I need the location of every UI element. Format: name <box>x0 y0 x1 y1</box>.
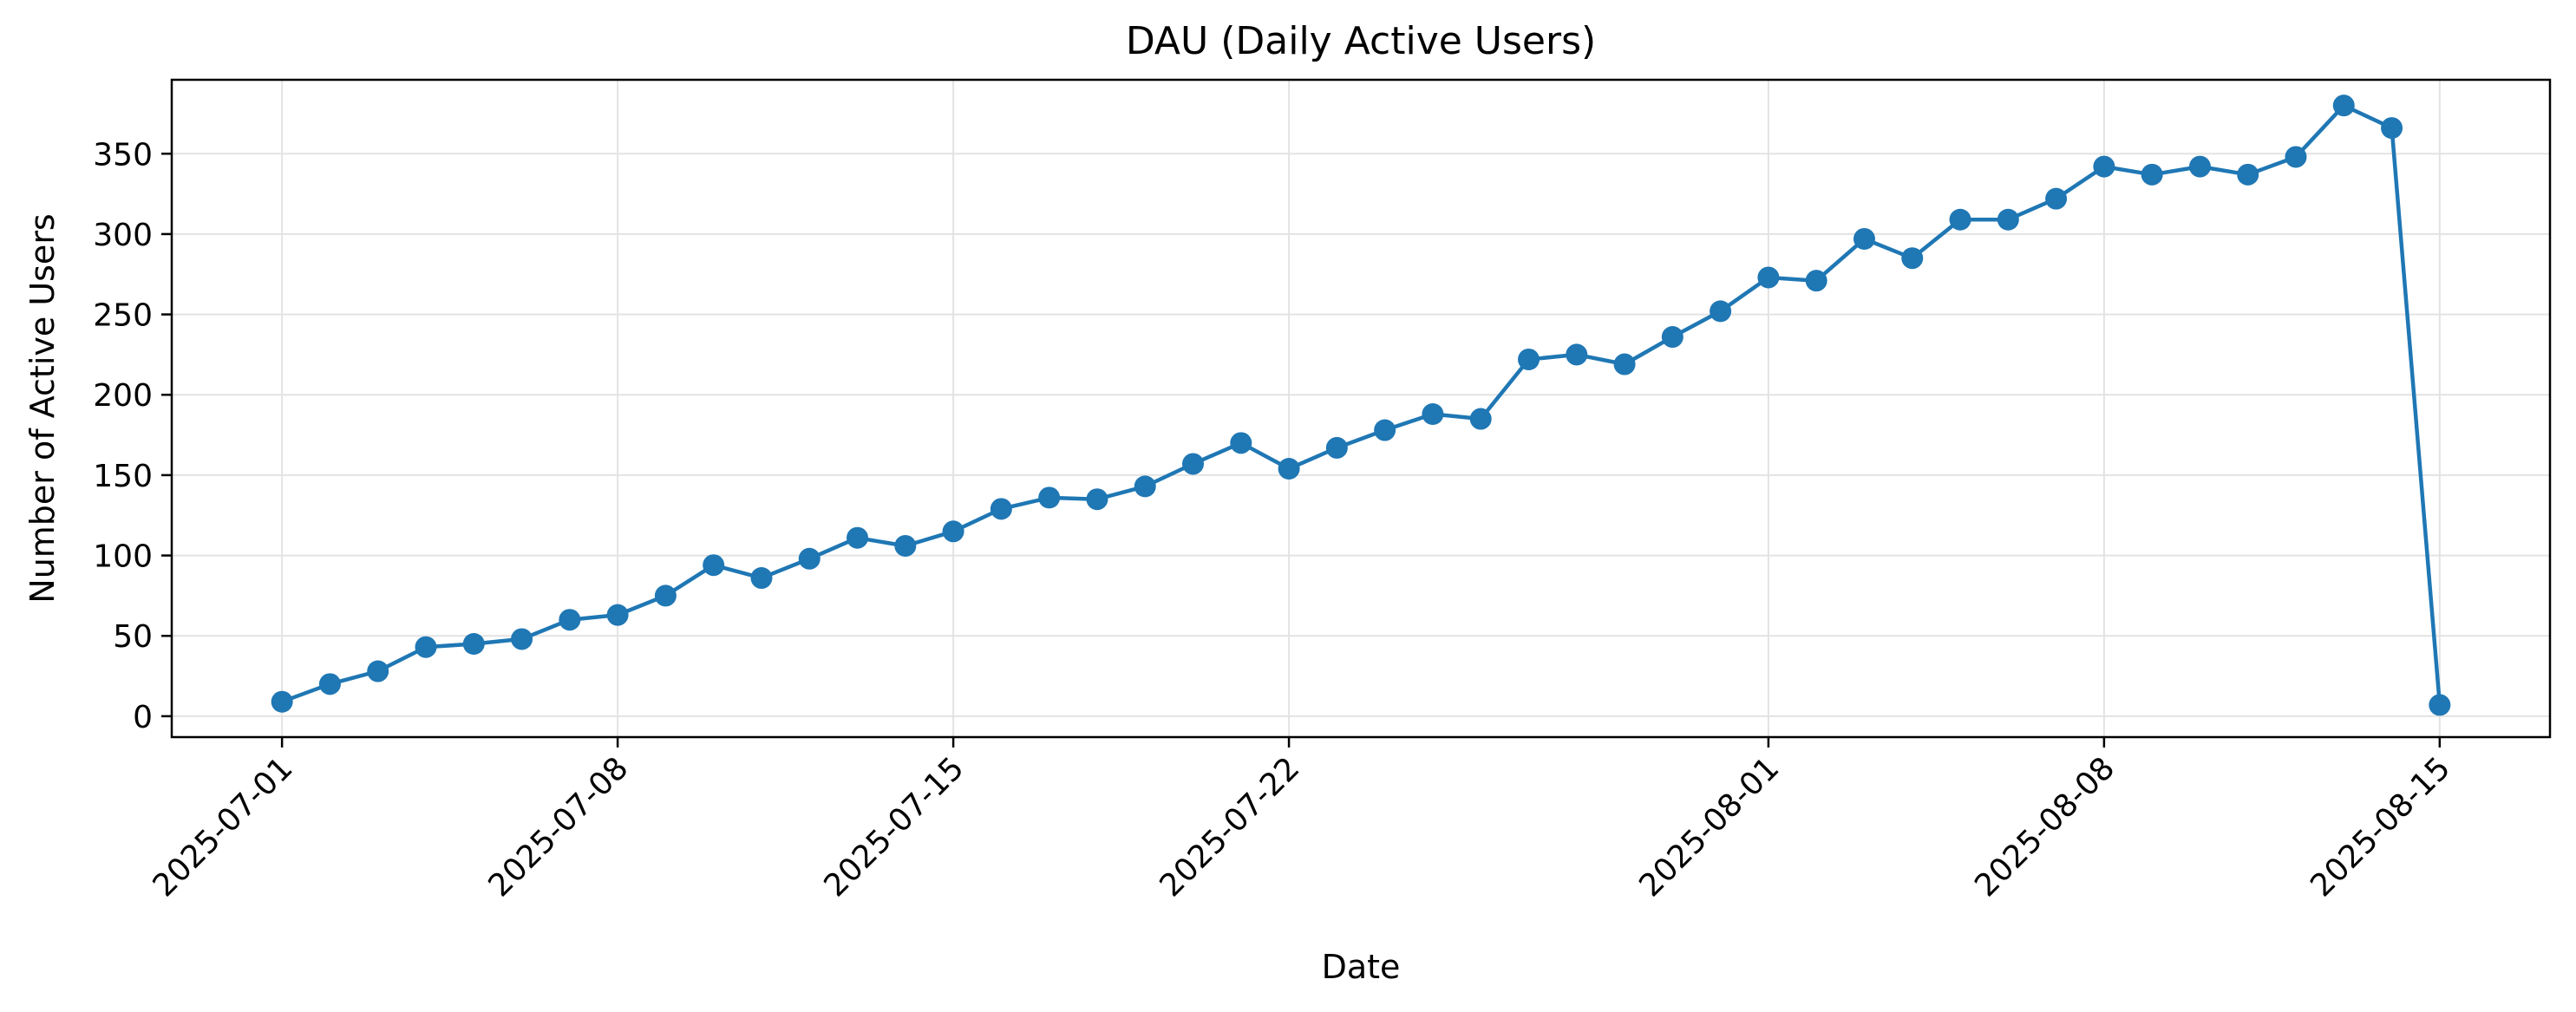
data-point <box>654 584 677 607</box>
data-point <box>1757 266 1780 289</box>
series-line <box>281 103 2442 706</box>
data-point <box>847 526 869 549</box>
data-point <box>1710 300 1732 323</box>
grid-lines <box>172 80 2550 737</box>
data-point <box>2332 95 2355 117</box>
data-point <box>1278 457 1300 480</box>
data-point <box>2237 163 2259 186</box>
x-tick-label: 2025-08-15 <box>2304 750 2457 904</box>
x-tick-label: 2025-07-15 <box>818 750 971 904</box>
data-point <box>1086 488 1108 511</box>
data-point <box>318 673 341 695</box>
data-point <box>2093 155 2115 178</box>
series-line-layer <box>281 103 2442 706</box>
data-point <box>750 567 773 590</box>
data-point <box>1038 486 1061 509</box>
data-point <box>2381 117 2403 140</box>
data-point <box>1182 453 1205 475</box>
data-point <box>559 609 581 631</box>
data-point <box>1997 208 2019 231</box>
data-point <box>271 690 293 713</box>
y-axis-label: Number of Active Users <box>23 213 62 603</box>
data-point <box>415 636 437 658</box>
x-tick-label: 2025-07-22 <box>1154 750 1307 904</box>
data-point <box>894 534 917 557</box>
data-point <box>2045 187 2068 210</box>
data-point <box>1374 419 1396 441</box>
y-tick-label: 300 <box>93 218 153 253</box>
data-point <box>1613 353 1636 375</box>
x-axis-label: Date <box>1322 948 1401 986</box>
data-point <box>2285 146 2307 168</box>
chart-title: DAU (Daily Active Users) <box>1126 19 1596 63</box>
x-tick-label: 2025-08-01 <box>1632 750 1786 904</box>
data-point <box>1949 208 1971 231</box>
y-tick-label: 350 <box>93 137 153 173</box>
data-point <box>1134 475 1156 498</box>
data-point <box>2188 155 2211 178</box>
data-point <box>606 604 629 626</box>
data-point <box>1805 270 1827 292</box>
data-point <box>1901 247 1924 270</box>
x-tick-label: 2025-08-08 <box>1968 750 2122 904</box>
data-point <box>703 554 725 577</box>
data-point <box>1422 402 1444 425</box>
x-axis-ticks: 2025-07-01 2025-07-08 2025-07-15 2025-07-22… <box>147 737 2457 904</box>
data-point <box>942 520 964 543</box>
data-point <box>511 628 533 650</box>
data-point <box>2429 694 2451 716</box>
y-tick-label: 100 <box>93 539 153 575</box>
y-tick-label: 0 <box>133 700 153 735</box>
data-point <box>1469 408 1492 430</box>
data-point <box>462 633 485 656</box>
data-point <box>990 498 1012 520</box>
data-point <box>1230 432 1252 454</box>
data-point <box>1853 227 1875 250</box>
data-point <box>1566 343 1588 366</box>
x-tick-label: 2025-07-08 <box>482 750 636 904</box>
data-point <box>2141 163 2163 186</box>
data-point <box>1661 326 1684 349</box>
y-tick-label: 50 <box>113 619 153 655</box>
y-tick-label: 200 <box>93 378 153 414</box>
data-point <box>1517 348 1540 370</box>
data-point-layer <box>271 95 2451 716</box>
data-point <box>1325 436 1348 459</box>
plot-frame <box>170 78 2552 739</box>
data-point <box>367 660 389 682</box>
x-tick-label: 2025-07-01 <box>147 750 300 904</box>
data-point <box>798 547 821 570</box>
y-tick-label: 150 <box>93 459 153 494</box>
y-tick-label: 250 <box>93 298 153 334</box>
y-axis-ticks: 0 50 100 150 200 250 300 350 <box>93 137 172 735</box>
